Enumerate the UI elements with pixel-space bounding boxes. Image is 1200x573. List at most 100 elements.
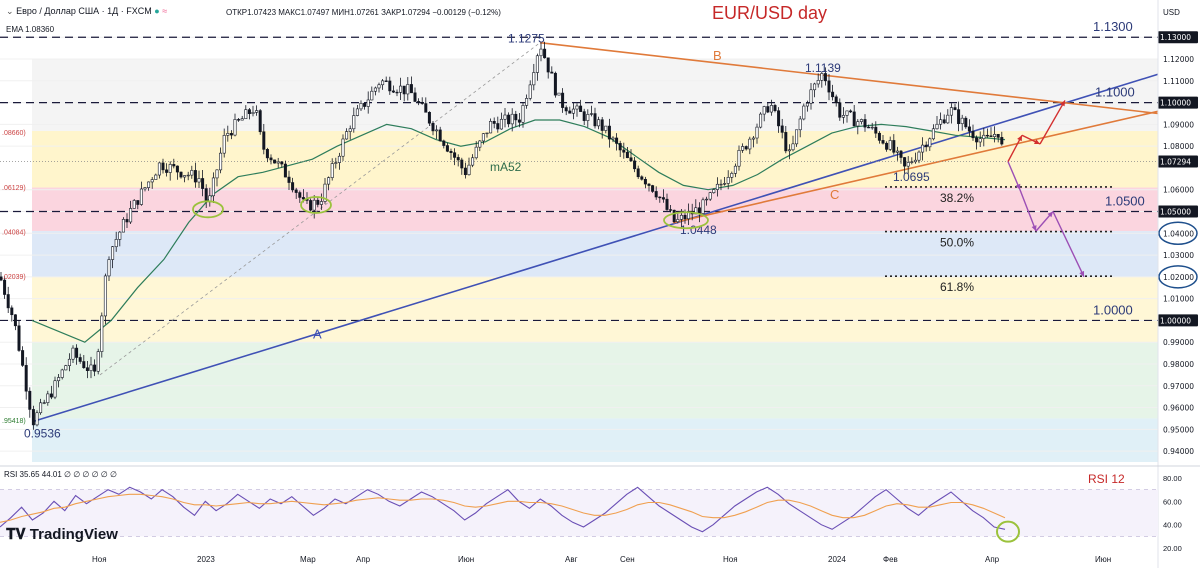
- y-tick-label: 1.07294: [1160, 158, 1191, 167]
- candle-body: [996, 133, 1000, 138]
- candle-body: [0, 276, 3, 281]
- candle-body: [341, 138, 345, 157]
- candle-body: [863, 119, 867, 128]
- candle-body: [485, 132, 489, 135]
- candle-body: [640, 176, 644, 180]
- candle-body: [60, 369, 64, 378]
- candle-body: [507, 114, 511, 125]
- x-tick-label: Сен: [620, 555, 635, 564]
- left-level-label: .02039): [2, 274, 26, 281]
- candle-body: [510, 113, 514, 125]
- compare-icon[interactable]: ≈: [162, 6, 168, 16]
- candle-body: [939, 119, 943, 125]
- candle-body: [363, 103, 367, 107]
- trendline-label: C: [830, 187, 839, 202]
- price-tag-bg-13: [1158, 314, 1198, 327]
- candle-body: [147, 181, 151, 188]
- candle-body: [874, 126, 878, 134]
- candle-body: [53, 380, 57, 398]
- candle-body: [219, 152, 223, 171]
- candle-body: [723, 183, 727, 185]
- candle-body: [100, 315, 104, 352]
- price-label: 1.0695: [893, 170, 930, 184]
- candle-body: [85, 367, 89, 371]
- price-label: 0.9536: [24, 427, 61, 441]
- down-arrow-4-head: [1079, 270, 1085, 277]
- candle-body: [805, 102, 809, 107]
- candle-body: [132, 200, 136, 209]
- candle-body: [211, 177, 215, 197]
- candle-body: [35, 412, 39, 426]
- candle-body: [528, 84, 532, 99]
- ma52-label: mA52: [490, 160, 522, 174]
- x-tick-label: 2024: [828, 555, 846, 564]
- key-level-label: 1.1000: [1095, 85, 1135, 100]
- candle-body: [769, 105, 773, 113]
- price-tag-bg-0: [1158, 31, 1198, 44]
- candle-body: [503, 114, 507, 120]
- rsi-readout: RSI 35.65 44.01 ∅ ∅ ∅ ∅ ∅ ∅: [4, 470, 117, 479]
- candle-body: [13, 314, 17, 327]
- candle-body: [726, 176, 730, 184]
- candle-body: [352, 115, 356, 130]
- candle-body: [885, 142, 889, 150]
- candle-body: [172, 164, 176, 167]
- chevron-down-icon[interactable]: ⌄: [6, 6, 14, 16]
- y-tick-label: 1.09000: [1163, 120, 1194, 129]
- currency-label[interactable]: USD: [1163, 8, 1180, 17]
- candle-body: [445, 145, 449, 152]
- y-tick-label: 0.96000: [1163, 404, 1194, 413]
- candle-body: [856, 121, 860, 127]
- candle-body: [633, 160, 637, 170]
- candle-body: [247, 109, 251, 114]
- candle-body: [946, 114, 950, 124]
- candle-body: [474, 146, 478, 159]
- candle-body: [82, 361, 86, 369]
- status-dot-icon: ●: [154, 6, 160, 16]
- candle-body: [463, 167, 467, 176]
- symbol-info[interactable]: ⌄ Евро / Доллар США · 1Д · FXCM ● ≈: [6, 6, 167, 17]
- brand-label: TradingView: [29, 526, 118, 543]
- candle-body: [791, 143, 795, 151]
- candle-body: [165, 169, 169, 173]
- candle-body: [597, 119, 601, 127]
- candle-body: [125, 219, 129, 223]
- candle-body: [967, 126, 971, 132]
- candle-body: [453, 152, 457, 158]
- candle-body: [96, 351, 100, 372]
- candle-body: [24, 365, 28, 392]
- circled-level-0: [1158, 221, 1198, 246]
- candle-body: [798, 118, 802, 131]
- candle-body: [244, 109, 248, 119]
- candle-body: [575, 105, 579, 110]
- candle-body: [615, 137, 619, 144]
- candle-body: [975, 137, 979, 143]
- fib-band-4: [32, 342, 1158, 419]
- candle-body: [895, 150, 899, 153]
- candle-body: [233, 119, 237, 136]
- trendline-label: A: [313, 327, 322, 342]
- candle-body: [107, 259, 111, 277]
- candle-body: [276, 161, 280, 164]
- candle-body: [571, 108, 575, 114]
- left-level-label: .04084): [2, 230, 26, 237]
- candle-body: [543, 48, 547, 59]
- tradingview-logo[interactable]: 𝐓𝐕 TradingView: [6, 526, 118, 543]
- candle-body: [877, 132, 881, 141]
- y-tick-label: 0.99000: [1163, 338, 1194, 347]
- chart-title: EUR/USD day: [712, 3, 828, 23]
- candle-body: [359, 103, 363, 110]
- candle-body: [143, 187, 147, 190]
- candle-body: [913, 159, 917, 163]
- price-tag-bg-6: [1158, 155, 1198, 168]
- trendline-b: [539, 41, 1159, 115]
- candle-body: [413, 92, 417, 102]
- candle-body: [827, 80, 831, 93]
- y-tick-label: 1.06000: [1163, 186, 1194, 195]
- candle-body: [193, 170, 197, 183]
- candle-body: [867, 126, 871, 129]
- support-circle-2: [663, 211, 709, 230]
- candle-body: [381, 80, 385, 86]
- candle-body: [539, 48, 543, 57]
